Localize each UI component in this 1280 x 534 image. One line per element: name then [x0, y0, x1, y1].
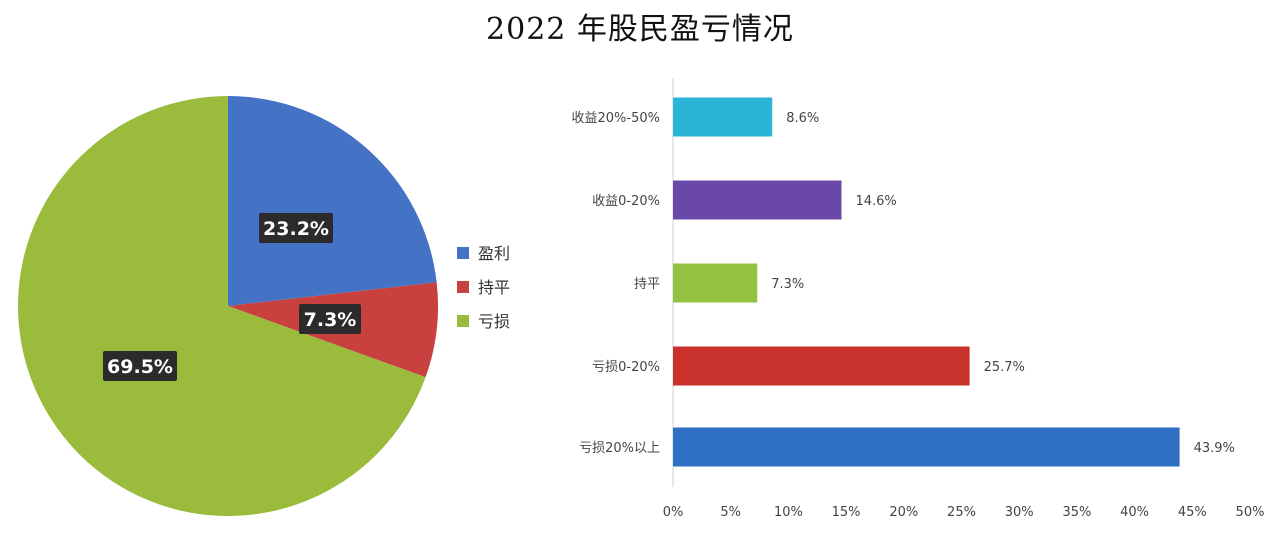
- x-tick-label: 25%: [947, 505, 976, 520]
- bar-value-labels: 8.6% 14.6% 7.3% 25.7% 43.9%: [771, 111, 1235, 456]
- legend-swatch: [457, 247, 469, 259]
- pie-slice: [18, 96, 426, 516]
- legend-label: 盈利: [478, 244, 510, 263]
- legend-label: 亏损: [478, 312, 510, 331]
- pie-data-label: 23.2%: [259, 213, 333, 243]
- bar-category-label: 亏损0-20%: [592, 360, 660, 375]
- legend-swatch: [457, 315, 469, 327]
- pie-label-background: [103, 351, 177, 381]
- x-tick-label: 30%: [1005, 505, 1034, 520]
- pie-label-text: 23.2%: [263, 218, 329, 240]
- bar-category-label: 亏损20%以上: [579, 441, 660, 456]
- pie-label-background: [299, 304, 361, 334]
- x-tick-label: 50%: [1236, 505, 1265, 520]
- bar-bars: [673, 97, 1180, 467]
- x-tick-label: 15%: [832, 505, 861, 520]
- x-tick-label: 45%: [1178, 505, 1207, 520]
- legend-swatch: [457, 281, 469, 293]
- x-tick-label: 0%: [663, 505, 684, 520]
- bar-category-label: 收益0-20%: [592, 194, 660, 209]
- bar: [673, 263, 758, 303]
- bar: [673, 180, 842, 220]
- bar: [673, 346, 970, 386]
- bar: [673, 97, 773, 137]
- bar-value-label: 8.6%: [786, 111, 819, 126]
- x-tick-label: 5%: [720, 505, 741, 520]
- pie-label-background: [259, 213, 333, 243]
- bar-value-label: 14.6%: [855, 194, 896, 209]
- x-tick-label: 40%: [1120, 505, 1149, 520]
- legend-label: 持平: [478, 278, 510, 297]
- bar-tick-labels: 0% 5% 10% 15% 20% 25% 30% 35% 40% 45% 50%: [663, 505, 1265, 520]
- pie-slice: [228, 96, 437, 306]
- bar-category-label: 持平: [634, 277, 660, 292]
- bar-category-label: 收益20%-50%: [572, 111, 660, 126]
- chart-title: 2022 年股民盈亏情况: [486, 12, 794, 47]
- x-tick-label: 10%: [774, 505, 803, 520]
- bar: [673, 427, 1180, 467]
- x-tick-label: 20%: [889, 505, 918, 520]
- pie-labels: 23.2% 7.3% 69.5%: [103, 213, 361, 381]
- pie-data-label: 69.5%: [103, 351, 177, 381]
- pie-data-label: 7.3%: [299, 304, 361, 334]
- bar-value-label: 25.7%: [984, 360, 1025, 375]
- pie-label-text: 7.3%: [304, 309, 357, 331]
- pie-label-text: 69.5%: [107, 356, 173, 378]
- x-tick-label: 35%: [1062, 505, 1091, 520]
- bar-value-label: 43.9%: [1194, 441, 1235, 456]
- bar-value-label: 7.3%: [771, 277, 804, 292]
